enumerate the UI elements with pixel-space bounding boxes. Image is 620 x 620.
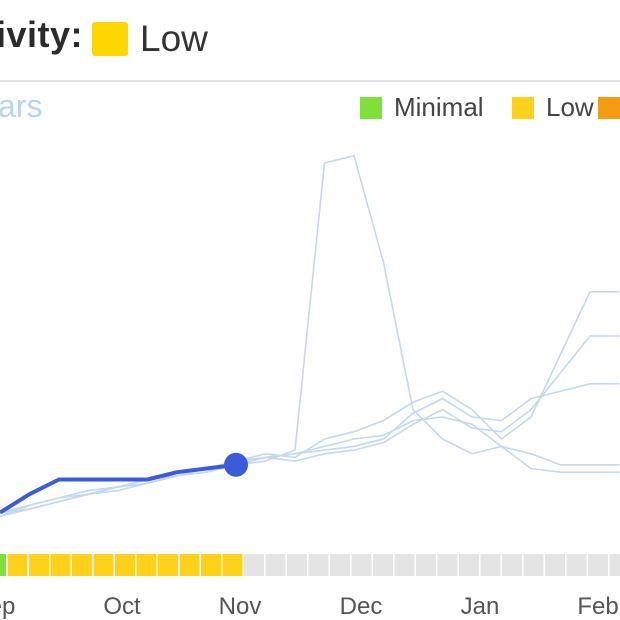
activity-strip-cell [244,554,264,576]
activity-strip-cell [158,554,178,576]
activity-strip-cell [437,554,458,576]
activity-strip-cell [588,554,608,576]
activity-strip-cell [480,554,501,576]
chart-title-fragment: ars [0,88,43,124]
past-season-line-4 [0,335,620,518]
current-week-marker [224,452,248,477]
month-label: Jan [461,593,500,620]
activity-strip-cell [179,554,200,576]
legend-swatch-minimal [360,97,382,119]
activity-strip-cell [136,554,157,576]
activity-strip-cell [523,554,544,576]
past-season-line-1 [0,154,620,518]
activity-strip-cell [545,554,565,576]
activity-strip-cell [201,554,221,576]
activity-strip-cell [373,554,393,576]
month-label: Feb [577,593,618,620]
header: ivity: Low [0,0,620,80]
activity-level-swatch [92,22,128,56]
activity-strip-cell [7,554,28,576]
month-label: Dec [340,593,383,620]
legend-label-minimal: Minimal [394,92,484,122]
activity-strip-cell [308,554,329,576]
activity-strip-cell [72,554,92,576]
activity-strip-cell [502,554,522,576]
flu-activity-chart: ep Oct Nov Dec Jan Feb [0,154,620,620]
month-label: Oct [103,593,141,620]
month-label: Nov [219,593,262,620]
activity-strip-cell [265,554,286,576]
current-season-line [0,462,237,515]
month-label: ep [0,593,15,620]
activity-strip-cell [459,554,479,576]
activity-strip-cell [222,554,243,576]
activity-strip-cell [287,554,307,576]
activity-strip-cell [330,554,350,576]
activity-strip-cell [115,554,135,576]
activity-strip-cell [394,554,415,576]
header-divider [0,80,620,82]
activity-strip-cell [0,554,6,576]
activity-strip-cell [93,554,114,576]
activity-strip-cell [566,554,587,576]
activity-strip-cell [50,554,71,576]
activity-strip-cell [609,554,620,576]
activity-label: ivity: [0,14,84,55]
legend-swatch-moderate [598,97,620,119]
activity-level-text: Low [140,18,208,59]
activity-strip-cell [416,554,436,576]
legend-swatch-low [512,97,534,119]
activity-strip-cell [29,554,49,576]
legend-label-low: Low [546,92,594,122]
past-season-line-2 [0,416,620,518]
activity-strip-cell [351,554,372,576]
past-season-line-5 [0,382,620,514]
